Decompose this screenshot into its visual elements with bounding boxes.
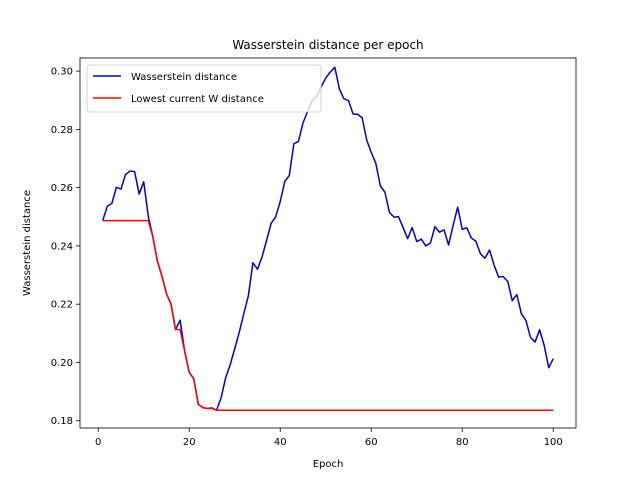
x-tick-label: 60 [365, 437, 378, 448]
x-axis-label: Epoch [313, 459, 344, 470]
legend-box [86, 64, 322, 113]
chart-title: Wasserstein distance per epoch [232, 38, 423, 52]
y-tick-label: 0.28 [51, 125, 73, 136]
x-tick-label: 20 [183, 437, 196, 448]
x-tick-label: 40 [274, 437, 287, 448]
y-tick-label: 0.18 [51, 416, 73, 427]
y-tick-label: 0.20 [51, 358, 73, 369]
y-tick-label: 0.24 [51, 241, 73, 252]
series-line-lowest-current-w-distance [102, 219, 554, 411]
y-tick-label: 0.26 [51, 183, 73, 194]
x-tick-label: 100 [544, 437, 563, 448]
x-tick-label: 80 [456, 437, 469, 448]
axes-frame [79, 57, 577, 429]
x-axis-ticks: 0 20 40 60 80 100 [95, 428, 563, 448]
series-line-wasserstein-distance [102, 66, 554, 411]
legend: Wasserstein distance Lowest current W di… [86, 64, 322, 113]
legend-label-lowest-current-w-distance: Lowest current W distance [131, 94, 264, 105]
y-tick-label: 0.22 [51, 300, 73, 311]
y-axis-label: Wasserstein distance [22, 190, 33, 296]
x-tick-label: 0 [95, 437, 101, 448]
series-layer [102, 66, 554, 411]
y-tick-label: 0.30 [51, 67, 73, 78]
plot-area: 0 20 40 60 80 100 0.18 0.20 0.22 0.24 0.26 0.28 0.3… [51, 57, 577, 448]
legend-label-wasserstein-distance: Wasserstein distance [131, 72, 237, 83]
y-axis-ticks: 0.18 0.20 0.22 0.24 0.26 0.28 0.30 [51, 67, 80, 427]
